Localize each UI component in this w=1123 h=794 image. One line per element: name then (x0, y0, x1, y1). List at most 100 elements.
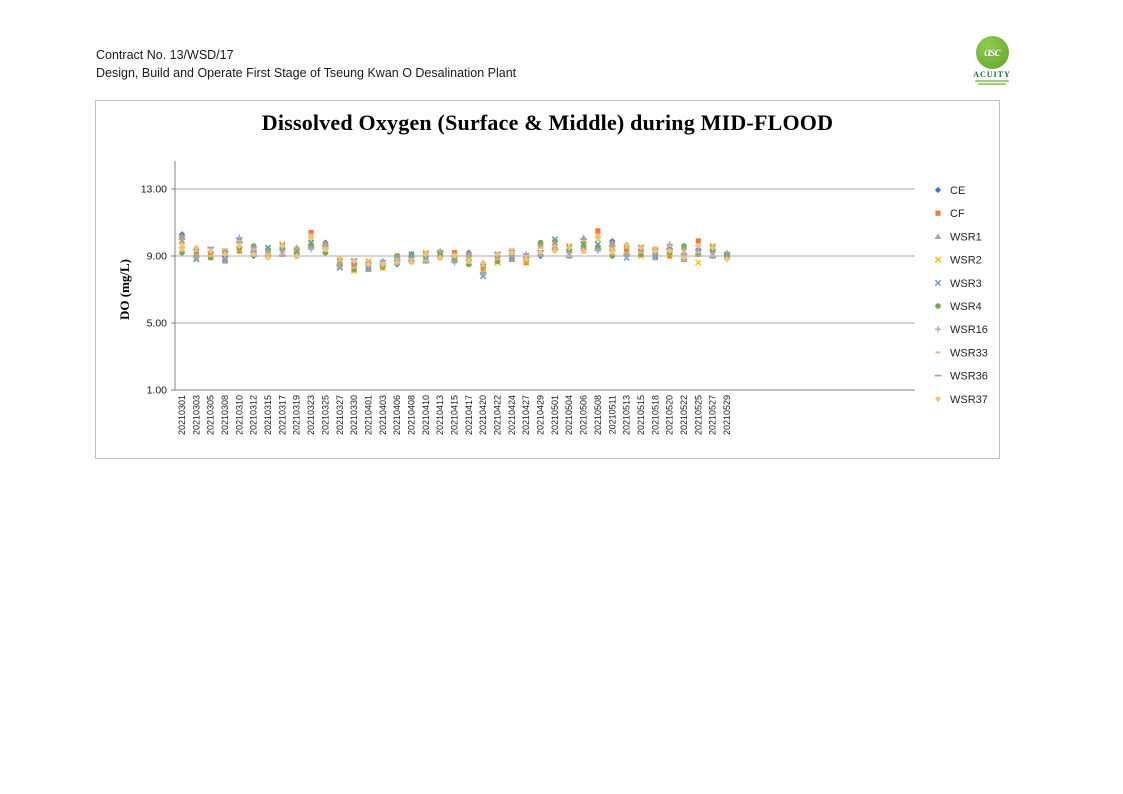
x-tick-label: 20210427 (521, 395, 531, 435)
x-tick-label: 20210312 (249, 395, 259, 435)
project-title: Design, Build and Operate First Stage of… (96, 66, 517, 80)
x-tick-label: 20210420 (478, 395, 488, 435)
data-point-WSR37 (365, 261, 372, 268)
data-point-CF (523, 260, 529, 266)
data-point-WSR4 (552, 238, 558, 244)
data-point-WSR1 (608, 244, 616, 251)
x-tick-label: 20210522 (679, 395, 689, 435)
data-point-WSR37 (250, 251, 257, 258)
x-tick-label: 20210403 (378, 395, 388, 435)
data-point-CF (351, 263, 357, 269)
x-tick-label: 20210518 (650, 395, 660, 435)
data-point-WSR4 (580, 243, 587, 249)
x-tick-label: 20210504 (564, 395, 574, 435)
legend-label-WSR2: WSR2 (950, 255, 982, 267)
legend-label-WSR4: WSR4 (950, 301, 982, 313)
x-tick-label: 20210305 (206, 395, 216, 435)
data-point-WSR37 (494, 251, 501, 258)
x-tick-label: 20210330 (349, 395, 359, 435)
legend-label-WSR1: WSR1 (950, 231, 982, 243)
contract-number: Contract No. 13/WSD/17 (96, 48, 234, 62)
legend-marker-WSR4 (935, 303, 941, 309)
x-tick-label: 20210325 (320, 395, 330, 435)
data-point-CF (667, 253, 673, 259)
x-tick-label: 20210406 (392, 395, 402, 435)
x-tick-label: 20210501 (550, 395, 560, 435)
data-point-WSR2 (695, 259, 702, 266)
x-tick-label: 20210413 (435, 395, 445, 435)
logo-tagline-bar (975, 80, 1009, 82)
data-point-CF (308, 229, 314, 236)
legend-marker-WSR1 (934, 233, 942, 239)
data-point-WSR4 (681, 243, 687, 249)
x-tick-label: 20210424 (507, 395, 517, 435)
y-tick-label: 13.00 (141, 184, 167, 196)
x-tick-label: 20210317 (277, 395, 287, 435)
data-point-WSR37 (594, 234, 602, 241)
scatter-chart: 13.00 9.00 5.00 1.00 DO (mg/L) 20210301 202103… (117, 161, 988, 435)
x-tick-label: 20210401 (363, 395, 373, 435)
data-point-WSR37 (408, 259, 415, 266)
legend-label-CF: CF (950, 208, 965, 220)
data-point-CF (595, 228, 601, 234)
data-point-WSR37 (666, 247, 673, 255)
data-point-WSR37 (580, 247, 587, 255)
data-point-CF (624, 246, 630, 252)
chart-title: Dissolved Oxygen (Surface & Middle) duri… (261, 110, 834, 135)
logo-mark-icon: asc (975, 36, 1009, 69)
x-tick-label: 20210310 (234, 395, 244, 435)
x-tick-label: 20210515 (636, 395, 646, 435)
data-point-WSR37 (465, 257, 472, 265)
data-point-WSR37 (537, 249, 544, 256)
data-point-WSR37 (451, 252, 458, 260)
legend-label-WSR16: WSR16 (950, 324, 988, 336)
legend-label-WSR36: WSR36 (950, 371, 988, 383)
data-point-WSR37 (480, 259, 487, 266)
y-tick-label: 5.00 (147, 318, 168, 330)
x-tick-label: 20210525 (693, 395, 703, 435)
logo-monogram: asc (984, 44, 1001, 60)
logo-tagline-bar (978, 83, 1006, 85)
data-point-CF (236, 248, 242, 254)
x-tick-label: 20210520 (665, 395, 675, 435)
legend-label-WSR37: WSR37 (950, 394, 988, 406)
data-point-WSR37 (264, 254, 272, 261)
data-point-WSR37 (652, 247, 659, 255)
company-logo: asc ACUITY (972, 36, 1012, 85)
x-tick-label: 20210508 (593, 395, 603, 435)
data-point-WSR37 (307, 234, 315, 241)
x-tick-label: 20210315 (263, 395, 273, 435)
data-point-WSR37 (379, 261, 386, 268)
data-point-WSR37 (709, 244, 716, 251)
x-tick-label: 20210301 (177, 395, 187, 435)
data-point-WSR37 (394, 259, 401, 266)
legend-label-CE: CE (950, 185, 965, 197)
data-point-WSR37 (623, 241, 630, 248)
data-point-CF (695, 238, 701, 244)
data-point-WSR37 (566, 244, 573, 251)
x-tick-label: 20210319 (292, 395, 302, 435)
legend-marker-WSR3 (934, 279, 942, 287)
x-tick-label: 20210527 (708, 395, 718, 435)
logo-company-name: ACUITY (973, 70, 1011, 79)
y-tick-label: 1.00 (147, 385, 168, 397)
data-point-WSR37 (193, 244, 200, 251)
legend-marker-WSR37 (934, 395, 942, 402)
x-tick-label: 20210410 (421, 395, 431, 435)
data-point-WSR37 (609, 247, 616, 255)
document-header: Contract No. 13/WSD/17 Design, Build and… (96, 46, 516, 82)
x-tick-label: 20210417 (464, 395, 474, 435)
legend-marker-CF (935, 210, 941, 216)
data-point-WSR37 (207, 247, 214, 255)
x-tick-label: 20210422 (493, 395, 503, 435)
x-tick-label: 20210529 (722, 395, 732, 435)
x-tick-label: 20210506 (579, 395, 589, 435)
data-point-WSR37 (637, 244, 645, 251)
data-point-CF (480, 265, 486, 271)
legend-label-WSR3: WSR3 (950, 278, 982, 290)
legend-label-WSR33: WSR33 (950, 347, 988, 359)
x-tick-label: 20210513 (622, 395, 632, 435)
data-point-WSR37 (551, 247, 558, 255)
y-axis-title: DO (mg/L) (117, 259, 132, 320)
